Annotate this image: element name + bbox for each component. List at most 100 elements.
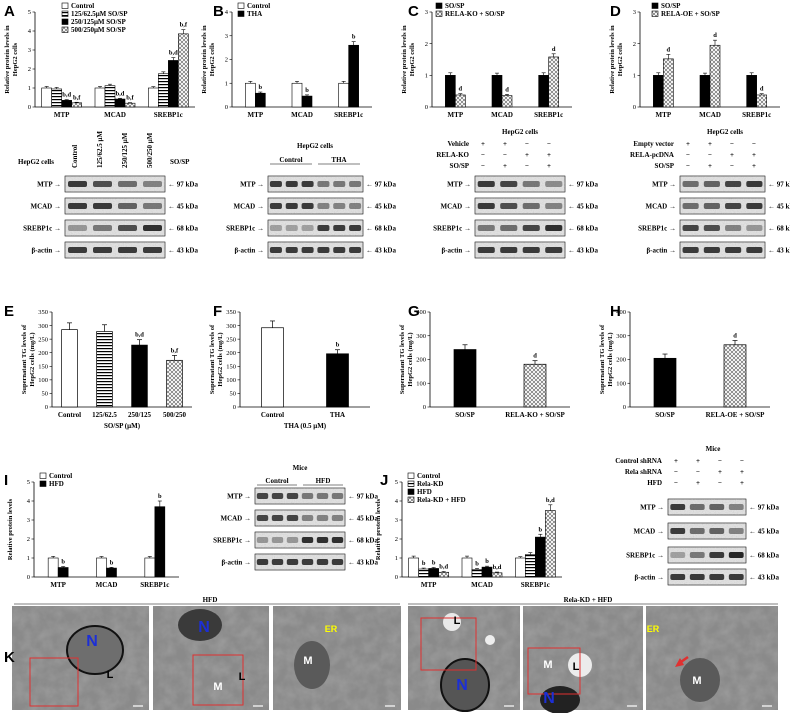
mitochondrion [680, 658, 720, 702]
blot-band [68, 203, 87, 209]
blot-row-label: RELA-pcDNA [630, 151, 674, 159]
x-tick-label: SREBP1c [334, 111, 363, 119]
x-tick-label: THA [330, 411, 345, 419]
blot-protein-label: MCAD → [233, 203, 264, 211]
blot-header: Mice [293, 464, 308, 472]
significance-label: d [733, 333, 737, 340]
significance-label: d [533, 353, 537, 360]
blot-kda-label: ← 68 kDa [568, 225, 598, 233]
blot-band [333, 181, 346, 187]
blot-band [682, 225, 699, 231]
blot-row-label: Control shRNA [615, 457, 662, 465]
blot-band [728, 528, 744, 534]
bar [261, 327, 284, 408]
blot-band [746, 203, 763, 209]
x-tick-label: MCAD [699, 111, 721, 119]
em-label: L [107, 669, 114, 681]
blot-protein-label: MTP → [227, 493, 251, 501]
blot-band [301, 493, 314, 499]
blot-noise [475, 242, 565, 258]
blot-band [545, 203, 563, 209]
legend-swatch [39, 480, 47, 487]
em-label: L [454, 615, 461, 627]
em-label: ER [325, 624, 338, 634]
chart-panel-A: 0 1 2 3 4 5 Relative protein levels inHepG2 ce… [4, 2, 195, 119]
panel-letter-J: J [380, 472, 388, 489]
bar [756, 94, 767, 108]
legend-label: 500/250μM SO/SP [71, 26, 126, 34]
bar [545, 510, 556, 578]
blot-band [143, 225, 162, 231]
significance-label: b [336, 342, 340, 349]
y-axis-label: Relative protein levels inHepG2 cells [609, 25, 624, 94]
blot-band [93, 203, 112, 209]
blot-band [689, 574, 705, 580]
y-tick-label: 1 [27, 555, 30, 562]
blot-band [522, 225, 540, 231]
y-tick-label: 200 [616, 357, 626, 364]
y-tick-label: 2 [395, 536, 398, 543]
blot-noise [65, 242, 165, 258]
y-axis-label: Relative protein levels inHepG2 cells [201, 25, 216, 94]
x-tick-label: MTP [248, 111, 264, 119]
x-tick-label: SO/SP [655, 411, 675, 419]
significance-label: b [61, 559, 65, 566]
blot-mark: + [740, 479, 744, 487]
blot-kda-label: ← 43 kDa [749, 574, 779, 582]
blot-band [500, 225, 518, 231]
y-tick-label: 300 [416, 333, 426, 340]
blot-group-label: Control [265, 477, 288, 485]
x-tick-label: 250/125 [128, 411, 151, 419]
significance-label: b,d [493, 564, 502, 571]
blot-band [301, 181, 314, 187]
bar [418, 568, 429, 578]
em-group-label: Rela-KD + HFD [564, 596, 613, 604]
blot-group-label: THA [331, 156, 346, 164]
bar [47, 557, 59, 578]
blot-header: Mice [706, 445, 721, 453]
blot-band [725, 181, 742, 187]
y-tick-label: 4 [28, 28, 32, 35]
x-tick-label: RELA-OE + SO/SP [706, 411, 766, 419]
blot-band [689, 528, 705, 534]
blot-band [269, 225, 282, 231]
zoom-region-box [527, 647, 581, 695]
bar [535, 536, 546, 578]
blot-kda-label: ← 43 kDa [366, 247, 396, 255]
x-tick-label: SREBP1c [742, 111, 771, 119]
blot-kda-label: ← 68 kDa [768, 225, 790, 233]
chart-panel-J: 0 1 2 3 4 5 Relative protein levels MTP MCAD SREB… [375, 472, 562, 589]
panel-letter-E: E [4, 303, 14, 320]
blot-band [670, 528, 686, 534]
blot-kda-label: ← 97 kDa [348, 493, 378, 501]
x-tick-label: SREBP1c [534, 111, 563, 119]
blot-noise [680, 176, 765, 192]
bar [71, 102, 82, 108]
significance-label: d [552, 46, 556, 53]
chart-panel-G: 0 100 200 300 400 Supernatant TG levels ofHep… [399, 309, 570, 419]
blot-mark: − [674, 468, 678, 476]
y-tick-label: 2 [225, 57, 228, 64]
blot-band [477, 225, 495, 231]
y-tick-label: 100 [38, 377, 48, 384]
x-tick-label: MCAD [491, 111, 513, 119]
blot-band [143, 181, 162, 187]
blot-band [331, 515, 344, 521]
bar [746, 75, 757, 108]
bar [525, 554, 536, 578]
blot-band [545, 247, 563, 253]
y-tick-label: 2 [27, 536, 30, 543]
blot-mark: − [740, 457, 744, 465]
blot-band [317, 203, 330, 209]
blot-mark: + [686, 140, 690, 148]
blot-mark: − [718, 479, 722, 487]
blot-band [285, 225, 298, 231]
blot-band [301, 537, 314, 543]
significance-label: b [422, 560, 426, 567]
blot-band [301, 515, 314, 521]
blot-band [269, 203, 282, 209]
blot-protein-label: β-actin → [31, 247, 61, 255]
blot-kda-label: ← 68 kDa [168, 225, 198, 233]
nucleus [66, 625, 124, 675]
blot-noise [668, 499, 746, 515]
